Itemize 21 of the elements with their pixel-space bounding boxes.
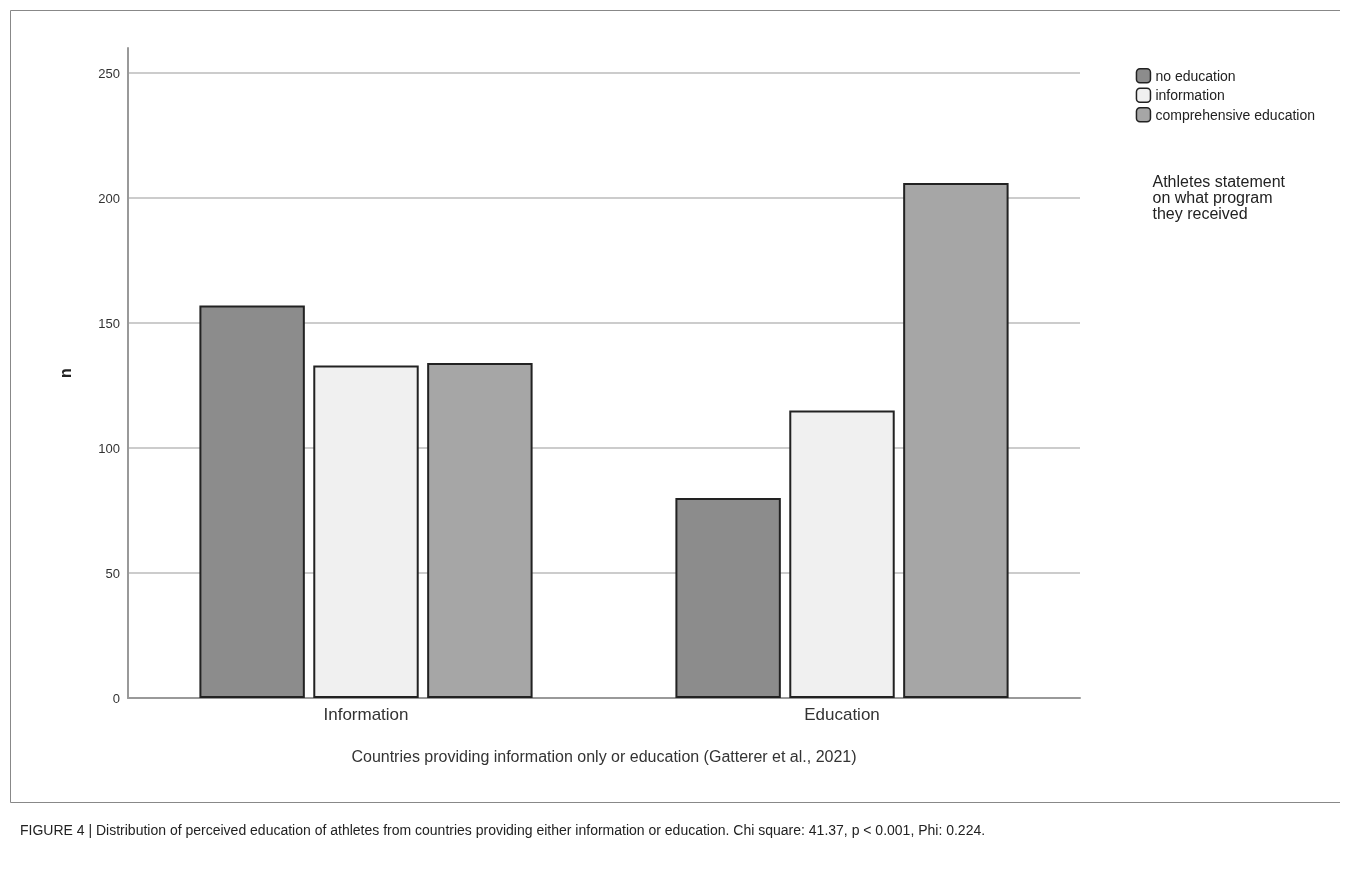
- bar: [675, 498, 781, 698]
- y-tick-label: 150: [98, 315, 120, 331]
- y-tick-label: 100: [98, 440, 120, 456]
- legend-label: no education: [1155, 67, 1236, 84]
- legend-title: Athletes statement on what program they received: [1152, 172, 1286, 222]
- bar: [313, 365, 419, 698]
- bar: [903, 183, 1009, 698]
- x-tick-label: Information: [323, 705, 409, 724]
- caption: FIGURE 4 | Distribution of perceived education of athletes from countries providing either information or education. Chi square: 41.37, p < 0.001, Phi: 0.224.: [20, 822, 986, 838]
- bar: [427, 363, 533, 698]
- bar: [199, 305, 305, 698]
- y-axis-title: n: [56, 368, 74, 378]
- y-tick-label: 200: [98, 190, 120, 206]
- x-tick-label: Education: [804, 705, 880, 724]
- bar: [789, 410, 895, 698]
- x-axis-title: Countries providing information only or education (Gatterer et al., 2021): [351, 747, 857, 765]
- y-tick-label: 50: [105, 565, 120, 581]
- legend-label: comprehensive education: [1155, 106, 1315, 123]
- y-tick-label: 0: [112, 690, 120, 706]
- legend-label: information: [1155, 87, 1225, 104]
- y-tick-label: 250: [98, 65, 120, 81]
